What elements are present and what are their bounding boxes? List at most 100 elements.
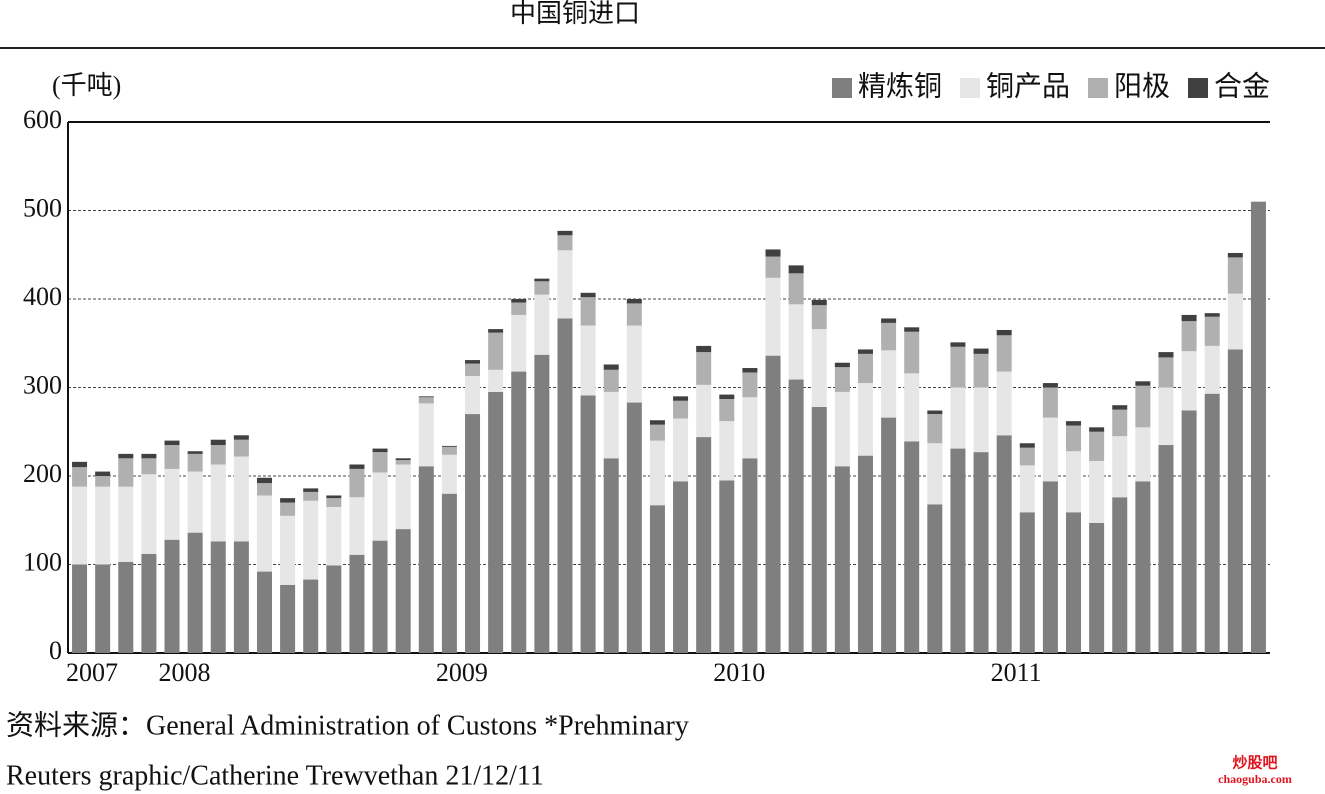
bar-segment <box>488 329 504 333</box>
bar-segment <box>673 400 689 419</box>
bar-segment <box>349 554 365 653</box>
bar-segment <box>72 486 88 565</box>
bar-segment <box>1112 497 1128 653</box>
bar-segment <box>395 458 411 461</box>
bar-segment <box>719 399 735 422</box>
bar-segment <box>141 474 157 554</box>
bar-segment <box>164 445 180 469</box>
bar-segment <box>626 325 642 403</box>
bar-segment <box>881 318 897 323</box>
bar-segment <box>1135 427 1151 482</box>
bar-segment <box>626 299 642 304</box>
bar-segment <box>465 414 481 653</box>
bar-segment <box>696 352 712 385</box>
bar-segment <box>349 497 365 555</box>
bar-segment <box>765 355 781 653</box>
bar-segment <box>210 541 226 653</box>
bar-segment <box>210 445 226 465</box>
bar-segment <box>511 299 527 303</box>
bar-segment <box>673 418 689 482</box>
bar-segment <box>534 354 550 653</box>
bar-segment <box>511 371 527 653</box>
bar-segment <box>1019 465 1035 513</box>
bar-segment <box>834 391 850 467</box>
bar-segment <box>696 437 712 653</box>
bar-segment <box>580 325 596 396</box>
bar-segment <box>765 277 781 356</box>
bar-segment <box>303 579 319 653</box>
bar-segment <box>950 346 966 388</box>
bar-segment <box>1158 352 1174 358</box>
bar-segment <box>742 458 758 653</box>
bar-segment <box>719 480 735 653</box>
bar-segment <box>811 299 827 306</box>
bar-segment <box>1227 293 1243 350</box>
bar-segment <box>1112 436 1128 498</box>
y-tick-label: 600 <box>23 105 62 134</box>
bar-segment <box>1019 512 1035 653</box>
y-tick-label: 100 <box>23 547 62 576</box>
bar-segment <box>280 498 296 503</box>
legend-swatch <box>832 78 852 98</box>
bar-segment <box>742 397 758 459</box>
bar-segment <box>603 364 619 370</box>
bar-segment <box>511 314 527 372</box>
bar-segment <box>441 446 457 455</box>
bar-segment <box>372 540 388 653</box>
bar-segment <box>280 584 296 653</box>
bar-segment <box>418 466 434 653</box>
bar-segment <box>95 564 111 653</box>
bar-segment <box>256 477 272 484</box>
bar-segment <box>534 294 550 355</box>
bar-segment <box>973 452 989 653</box>
bar-segment <box>488 332 504 370</box>
bar-segment <box>1019 447 1035 466</box>
bar-segment <box>719 421 735 481</box>
bar-segment <box>118 458 134 487</box>
bar-segment <box>72 564 88 653</box>
bar-segment <box>511 302 527 315</box>
bar-segment <box>372 472 388 541</box>
bar-segment <box>233 541 249 653</box>
bar-segment <box>765 256 781 278</box>
bar-segment <box>811 406 827 653</box>
bar-segment <box>465 375 481 415</box>
bar-segment <box>1181 314 1197 322</box>
bar-segment <box>696 384 712 438</box>
bar-segment <box>996 329 1012 336</box>
bar-segment <box>256 495 272 572</box>
bar-segment <box>488 391 504 653</box>
bar-segment <box>973 353 989 388</box>
bar-segment <box>673 396 689 401</box>
bar-segment <box>1181 351 1197 411</box>
bar-segment <box>649 505 665 653</box>
bar-segment <box>950 387 966 449</box>
legend-label: 铜产品 <box>986 70 1070 102</box>
bar-segment <box>441 454 457 494</box>
bar-segment <box>1135 381 1151 386</box>
bar-segment <box>349 468 365 498</box>
bar-segment <box>1112 409 1128 437</box>
bar-segment <box>395 464 411 530</box>
bar-segment <box>395 460 411 465</box>
bar-segment <box>742 372 758 398</box>
bar-segment <box>303 491 319 501</box>
bar-segment <box>904 327 920 332</box>
bar-segment <box>233 435 249 440</box>
bar-segment <box>372 448 388 453</box>
bar-segment <box>303 500 319 580</box>
bar-segment <box>72 467 88 487</box>
y-tick-label: 0 <box>49 636 62 665</box>
bar-segment <box>557 230 573 236</box>
bar-segment <box>857 349 873 354</box>
bar-segment <box>349 464 365 469</box>
bar-segment <box>164 440 180 446</box>
bar-segment <box>950 448 966 653</box>
bar-segment <box>1250 201 1266 653</box>
y-tick-label: 500 <box>23 193 62 222</box>
bar-segment <box>1204 345 1220 394</box>
bar-segment <box>1158 445 1174 653</box>
bar-segment <box>1089 431 1105 461</box>
bar-segment <box>1019 443 1035 448</box>
